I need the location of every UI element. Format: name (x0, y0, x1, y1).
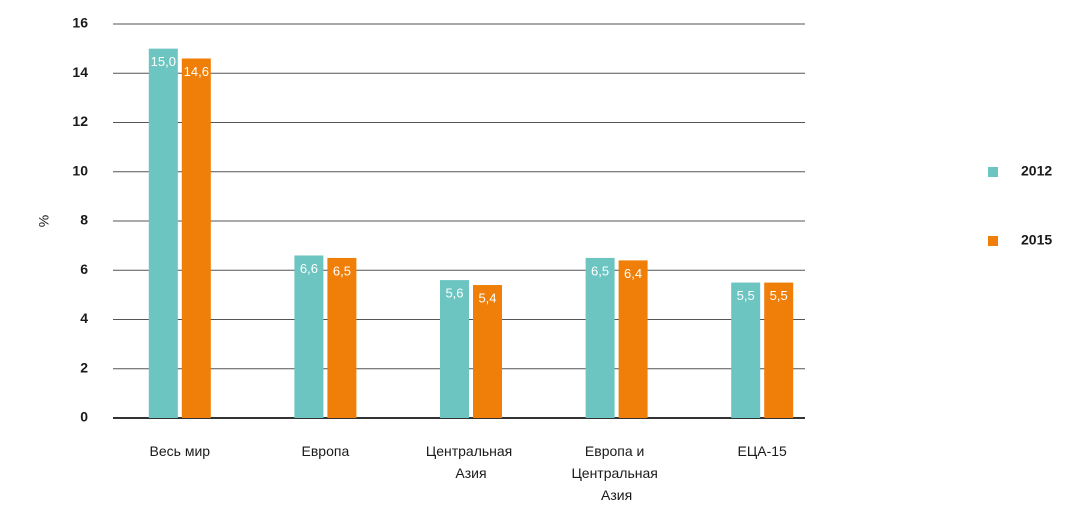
bar (764, 282, 794, 418)
bar (618, 260, 648, 418)
value-label: 14,6 (184, 64, 209, 79)
bar (585, 257, 615, 418)
x-tick-label: Европа и Центральная Азия (571, 443, 661, 503)
legend-swatch (988, 236, 998, 246)
x-tick-label: Весь мир (150, 443, 211, 459)
x-tick-label: ЕЦА-15 (738, 443, 787, 459)
y-tick-label: 4 (80, 310, 88, 326)
bar (181, 58, 211, 418)
y-tick-label: 6 (80, 261, 88, 277)
value-label: 5,5 (770, 288, 788, 303)
y-tick-label: 16 (72, 15, 88, 31)
legend-label: 2015 (1021, 232, 1052, 248)
y-tick-label: 2 (80, 359, 88, 375)
y-tick-label: 14 (72, 64, 88, 80)
y-tick-label: 10 (72, 162, 88, 178)
value-label: 5,6 (445, 286, 463, 301)
x-tick-label: Центральная Азия (426, 443, 516, 481)
bar (294, 255, 324, 418)
value-label: 5,4 (478, 290, 496, 305)
x-tick-label: Европа (302, 443, 350, 459)
value-label: 6,5 (333, 263, 351, 278)
bar (148, 48, 178, 418)
legend-label: 2012 (1021, 163, 1052, 179)
y-tick-label: 0 (80, 409, 88, 425)
bar (327, 257, 357, 418)
value-label: 6,4 (624, 266, 642, 281)
value-label: 5,5 (737, 288, 755, 303)
value-label: 15,0 (151, 54, 176, 69)
y-tick-label: 8 (80, 212, 88, 228)
y-axis-label: % (36, 215, 52, 227)
bar (473, 285, 502, 418)
y-tick-label: 12 (72, 113, 88, 129)
legend-swatch (988, 167, 998, 177)
value-label: 6,5 (591, 263, 609, 278)
bar (731, 282, 761, 418)
bar (440, 280, 469, 418)
value-label: 6,6 (300, 261, 318, 276)
